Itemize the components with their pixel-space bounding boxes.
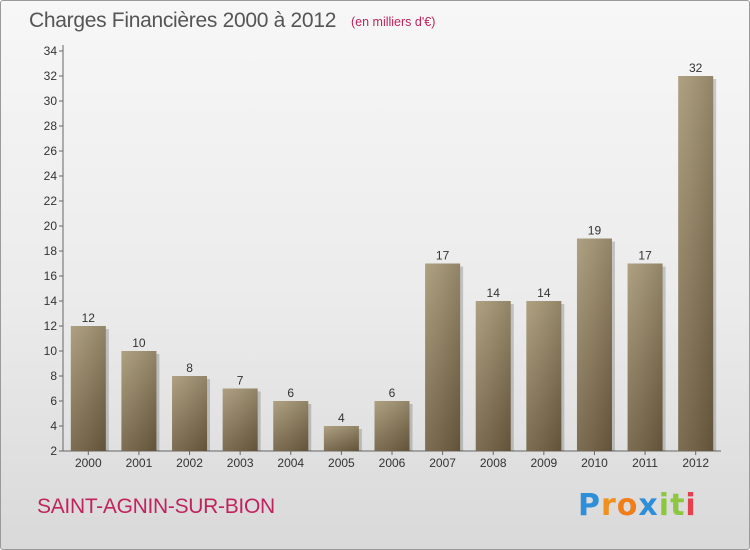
y-tick-label: 8 <box>50 369 57 383</box>
x-tick-label: 2009 <box>530 456 557 470</box>
y-tick-label: 30 <box>44 94 58 108</box>
y-tick-label: 28 <box>44 119 58 133</box>
logo-letter: i <box>685 488 697 523</box>
x-tick-label: 2008 <box>480 456 507 470</box>
logo-letter: P <box>578 488 601 523</box>
y-tick-label: 18 <box>44 244 58 258</box>
logo-letter: r <box>601 488 617 523</box>
x-tick-label: 2006 <box>379 456 406 470</box>
chart-title: Charges Financières 2000 à 2012 <box>29 9 337 32</box>
y-tick-label: 2 <box>50 444 57 458</box>
x-tick-label: 2003 <box>227 456 254 470</box>
data-label: 8 <box>186 361 193 375</box>
x-tick-label: 2007 <box>429 456 456 470</box>
bar-shade <box>70 326 106 451</box>
x-tick-label: 2010 <box>581 456 608 470</box>
bar-shade <box>172 376 208 451</box>
y-tick-label: 4 <box>50 419 57 433</box>
bar-shade <box>627 263 663 451</box>
y-tick-label: 22 <box>44 194 58 208</box>
y-tick-label: 26 <box>44 144 58 158</box>
y-tick-label: 16 <box>44 269 58 283</box>
y-tick-label: 10 <box>44 344 58 358</box>
data-label: 4 <box>338 411 345 425</box>
y-tick-label: 20 <box>44 219 58 233</box>
bar-shade <box>425 263 461 451</box>
y-tick-label: 6 <box>50 394 57 408</box>
x-tick-label: 2000 <box>75 456 102 470</box>
y-tick-label: 24 <box>44 169 58 183</box>
x-tick-label: 2004 <box>277 456 304 470</box>
data-label: 14 <box>487 286 501 300</box>
data-label: 6 <box>389 386 396 400</box>
data-label: 17 <box>436 249 450 263</box>
data-label: 19 <box>588 224 602 238</box>
bar-shade <box>121 351 157 451</box>
logo-letter: i <box>658 488 671 523</box>
x-tick-label: 2012 <box>682 456 709 470</box>
bar-shade <box>475 301 511 451</box>
data-label: 14 <box>537 286 551 300</box>
y-tick-label: 14 <box>44 294 58 308</box>
bar-shade <box>678 76 714 451</box>
data-label: 32 <box>689 61 703 75</box>
logo-letter: o <box>616 488 639 523</box>
data-label: 12 <box>82 311 96 325</box>
chart-subtitle: (en milliers d'€) <box>351 15 436 29</box>
bar-shade <box>576 238 612 451</box>
data-label: 6 <box>287 386 294 400</box>
bar-shade <box>374 401 410 451</box>
y-tick-label: 34 <box>44 44 58 58</box>
bar-shade <box>526 301 562 451</box>
data-label: 7 <box>237 374 244 388</box>
logo-letter: t <box>670 488 686 523</box>
chart-data-labels: 12 10 8 7 6 4 6 17 14 14 19 17 32 <box>82 61 703 425</box>
x-tick-label: 2002 <box>176 456 203 470</box>
x-tick-label: 2001 <box>126 456 153 470</box>
y-tick-label: 32 <box>44 69 58 83</box>
chart-bars <box>70 76 717 451</box>
y-tick-label: 12 <box>44 319 58 333</box>
x-tick-label: 2011 <box>632 456 658 470</box>
bar-shade <box>273 401 309 451</box>
bar-shade <box>323 426 359 451</box>
data-label: 17 <box>638 249 652 263</box>
data-label: 10 <box>132 336 146 350</box>
x-tick-label: 2005 <box>328 456 355 470</box>
proxiti-logo: Proxiti <box>578 488 697 523</box>
logo-letter: x <box>638 488 659 523</box>
bar-shade <box>222 388 258 451</box>
commune-name: SAINT-AGNIN-SUR-BION <box>37 495 275 518</box>
